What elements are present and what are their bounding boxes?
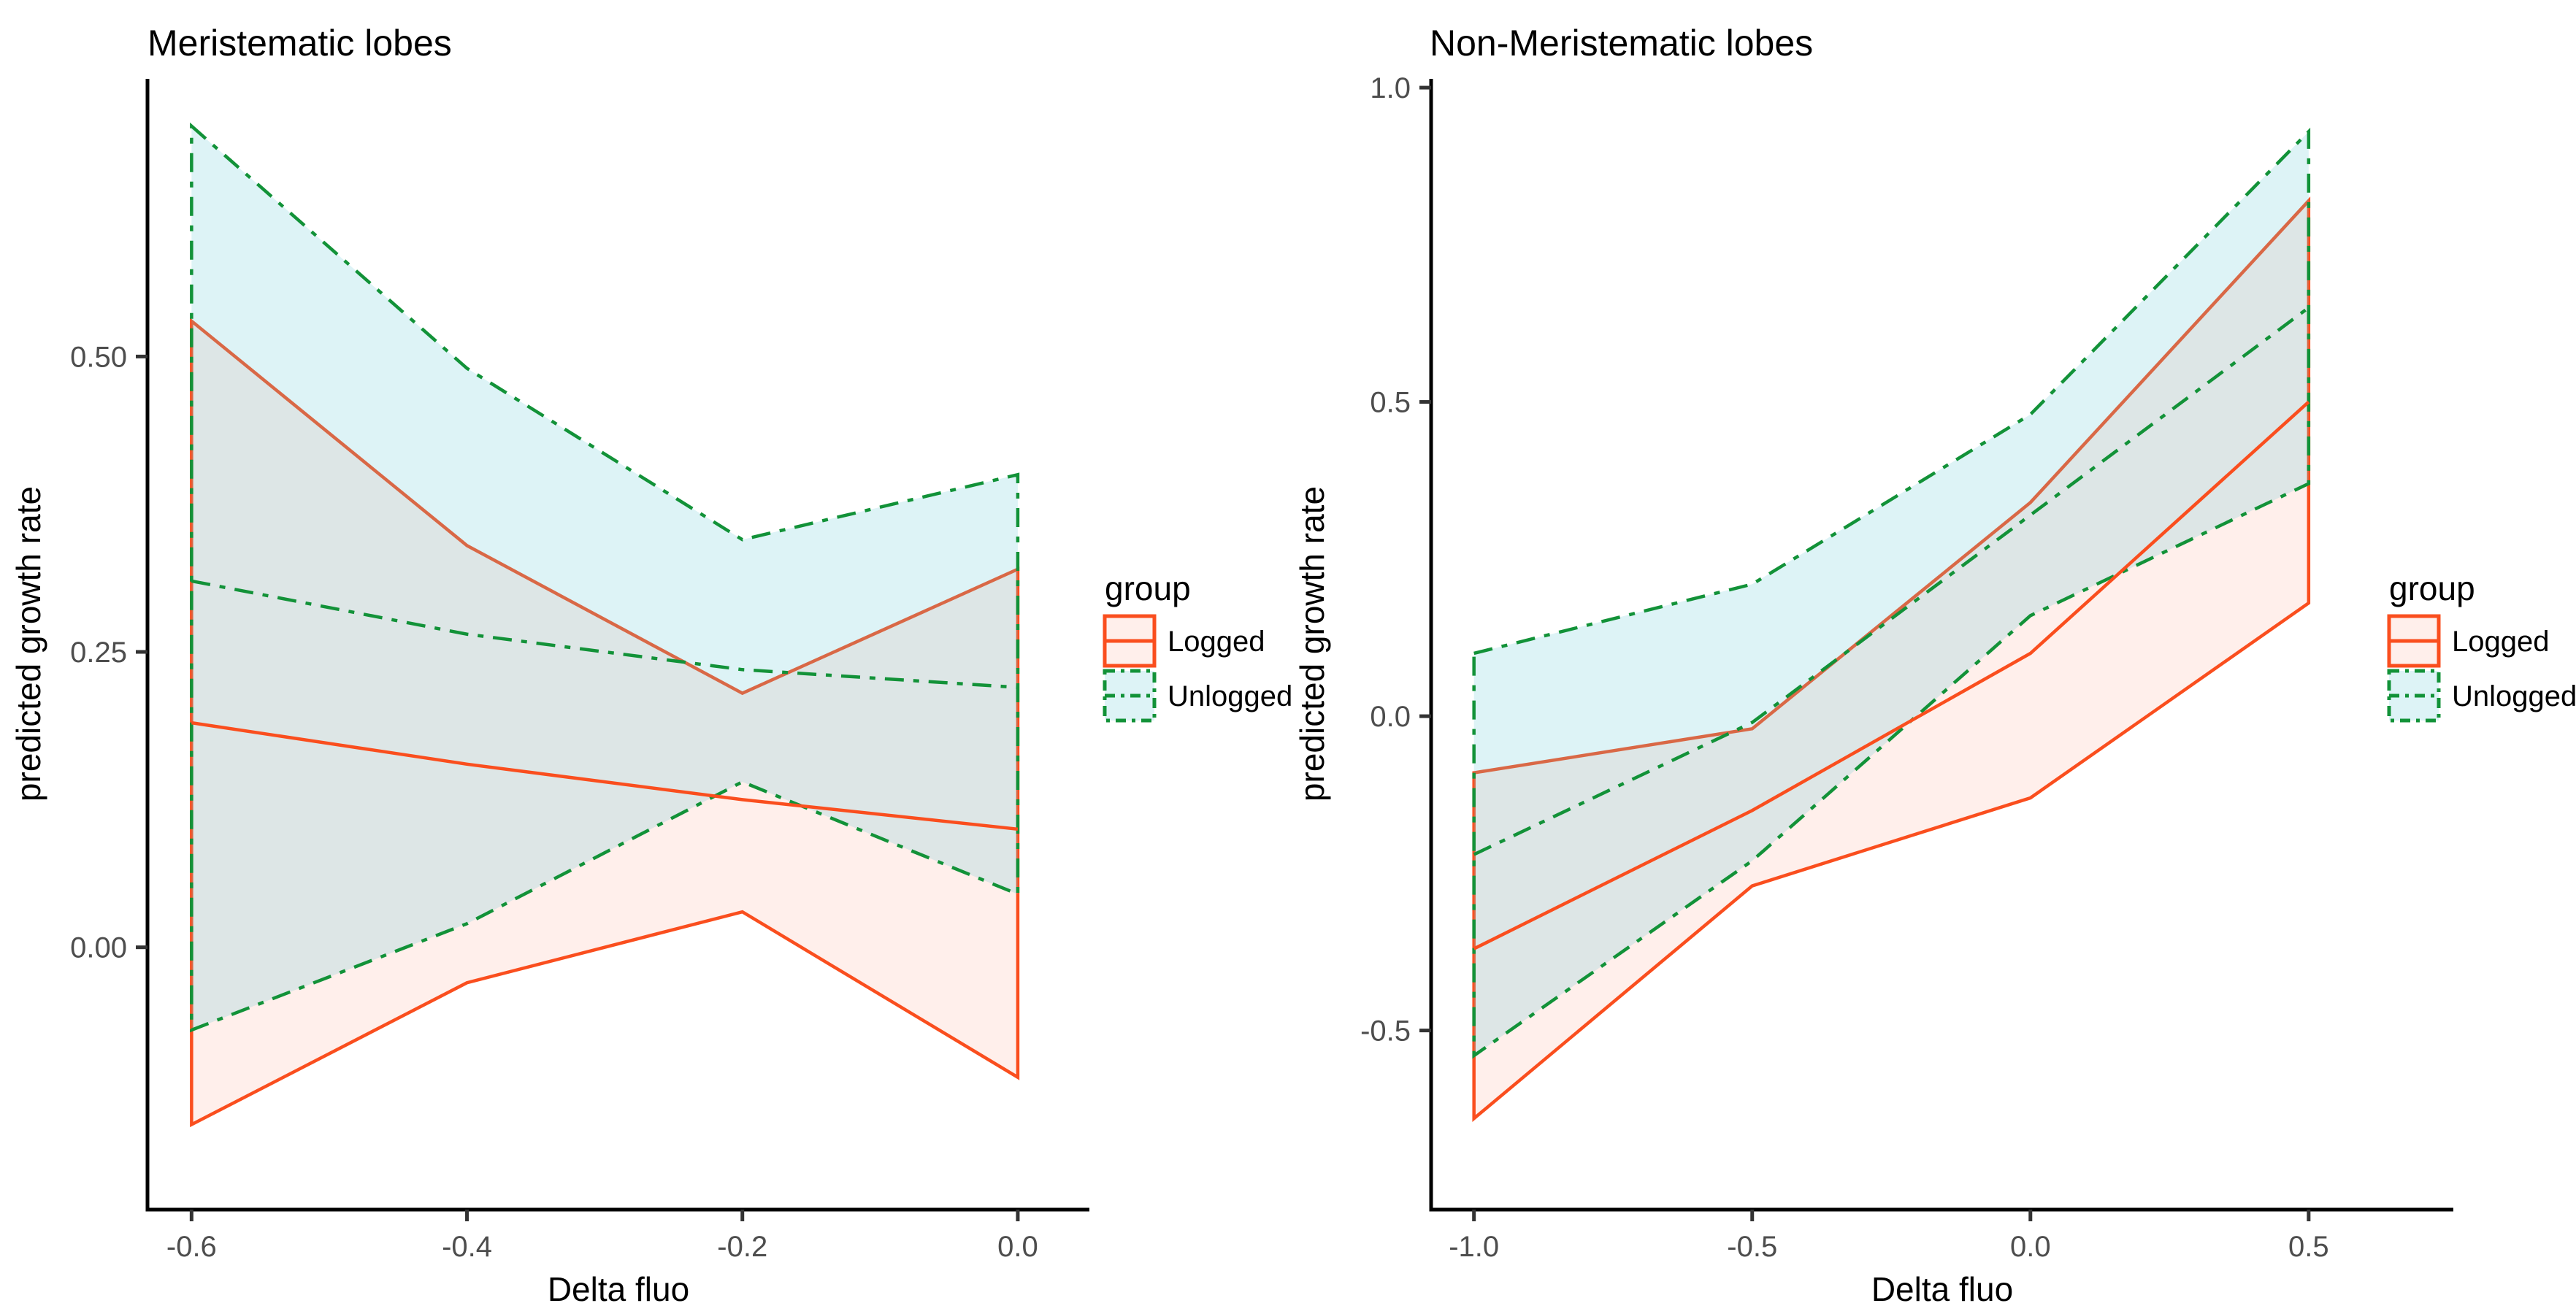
ribbon-unlogged: [190, 122, 1020, 1033]
x-tick-label: 0.5: [2288, 1231, 2329, 1263]
legend-key-logged: Logged: [1103, 614, 1265, 668]
mean-line-logged: [191, 721, 1019, 831]
ribbon-layer: [1472, 127, 2311, 1122]
axis-layer: 0.00 0.25 0.50 -0.6 -0.4 -0.2 0.0: [70, 79, 1089, 1263]
legend-key-logged: Logged: [2387, 614, 2549, 668]
x-tick-label: -0.6: [166, 1231, 217, 1263]
line-layer: [1473, 306, 2310, 950]
legend-key-unlogged: Unlogged: [2387, 669, 2576, 723]
ribbon-layer: [190, 122, 1020, 1128]
y-axis-label: predicted growth rate: [1293, 486, 1331, 802]
legend-label-unlogged: Unlogged: [1168, 680, 1292, 712]
chart-title: Meristematic lobes: [147, 23, 452, 64]
legend-title: group: [1105, 569, 1191, 607]
mean-line-logged: [1473, 400, 2310, 950]
x-tick-label: -0.4: [442, 1231, 492, 1263]
legend-title: group: [2389, 569, 2475, 607]
legend-label-unlogged: Unlogged: [2452, 680, 2576, 712]
legend: group Logged Unlogged: [2387, 569, 2576, 723]
y-tick-label: 0.0: [1370, 701, 1411, 733]
legend-label-logged: Logged: [1168, 626, 1265, 658]
line-layer: [191, 579, 1019, 831]
axis-layer: -0.5 0.0 0.5 1.0 -1.0 -0.5 0.0 0.5: [1360, 72, 2453, 1263]
chart-title: Non-Meristematic lobes: [1430, 23, 1813, 64]
x-axis-label: Delta fluo: [1871, 1270, 2013, 1308]
x-tick-label: -1.0: [1449, 1231, 1499, 1263]
legend: group Logged Unlogged: [1103, 569, 1292, 723]
y-tick-label: 0.25: [70, 637, 127, 669]
x-tick-label: -0.2: [717, 1231, 767, 1263]
y-tick-label: 1.0: [1370, 72, 1411, 104]
y-tick-label: -0.5: [1360, 1015, 1411, 1048]
y-tick-label: 0.50: [70, 341, 127, 373]
mean-line-unlogged: [191, 579, 1019, 689]
x-tick-label: 0.0: [997, 1231, 1038, 1263]
y-axis-label: predicted growth rate: [9, 486, 47, 802]
x-tick-label: 0.0: [2010, 1231, 2051, 1263]
legend-key-unlogged: Unlogged: [1103, 669, 1292, 723]
y-tick-label: 0.5: [1370, 387, 1411, 419]
ribbon-unlogged: [1472, 127, 2311, 1059]
ribbon-logged: [190, 318, 1020, 1128]
y-tick-label: 0.00: [70, 932, 127, 964]
chart-panel-meristematic: 0.00 0.25 0.50 -0.6 -0.4 -0.2 0.0 Meristematic…: [9, 23, 1292, 1308]
x-tick-label: -0.5: [1727, 1231, 1777, 1263]
chart-panel-non-meristematic: -0.5 0.0 0.5 1.0 -1.0 -0.5 0.0 0.5 Non-Meristem…: [1293, 23, 2576, 1308]
x-axis-label: Delta fluo: [548, 1270, 689, 1308]
legend-label-logged: Logged: [2452, 626, 2549, 658]
